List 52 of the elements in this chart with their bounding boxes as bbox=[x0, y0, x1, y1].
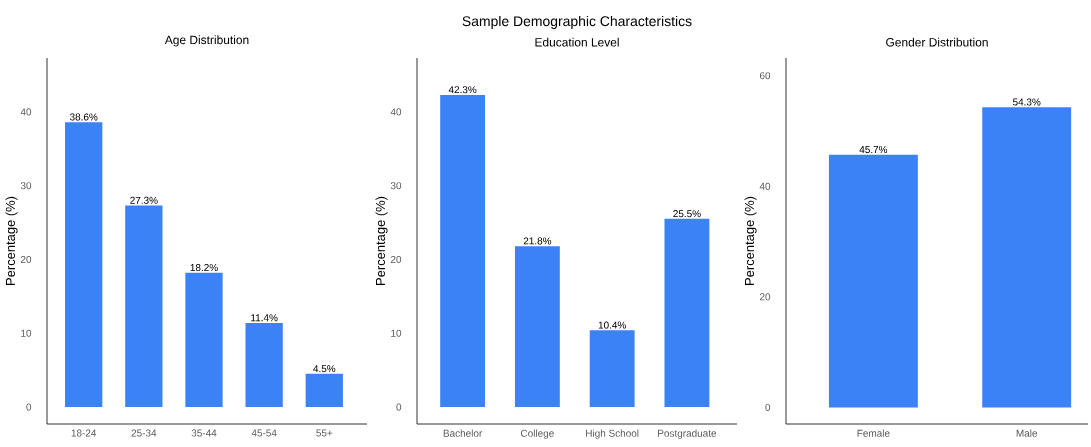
x-tick-label: Female bbox=[857, 429, 890, 437]
data-label: 54.3% bbox=[1012, 98, 1041, 106]
x-tick-label: 35-44 bbox=[191, 429, 217, 437]
x-tick-label: 25-34 bbox=[131, 429, 157, 437]
bar bbox=[589, 330, 635, 408]
x-tick-label: College bbox=[520, 429, 554, 439]
data-label: 42.3% bbox=[448, 86, 477, 94]
bar bbox=[440, 94, 486, 408]
bar bbox=[245, 322, 283, 408]
y-axis-title: Percentage (%) bbox=[5, 196, 18, 285]
x-tick-label: Postgraduate bbox=[658, 429, 717, 439]
y-tick-label: 0 bbox=[26, 403, 32, 411]
data-label: 38.6% bbox=[69, 113, 98, 121]
y-tick-label: 10 bbox=[391, 329, 402, 337]
y-tick-label: 0 bbox=[765, 403, 771, 411]
x-tick-label: Male bbox=[1016, 429, 1038, 437]
y-axis-title: Percentage (%) bbox=[375, 196, 388, 285]
x-tick-label: 18-24 bbox=[71, 429, 97, 437]
y-tick-label: 20 bbox=[759, 293, 771, 301]
x-tick-label: Bachelor bbox=[443, 429, 483, 437]
y-tick-label: 20 bbox=[390, 255, 402, 263]
data-label: 45.7% bbox=[859, 146, 888, 154]
y-tick-label: 10 bbox=[21, 329, 32, 337]
chart-subtitle: Gender Distribution bbox=[886, 37, 988, 47]
y-tick-label: 20 bbox=[20, 255, 32, 263]
data-label: 18.2% bbox=[190, 263, 218, 272]
chart-title: Sample Demographic Characteristics bbox=[462, 15, 692, 29]
y-tick-label: 40 bbox=[20, 108, 32, 116]
y-tick-label: 30 bbox=[20, 182, 32, 190]
bar bbox=[185, 272, 223, 408]
y-tick-label: 30 bbox=[390, 182, 402, 190]
y-tick-label: 0 bbox=[396, 403, 402, 411]
y-axis-title: Percentage (%) bbox=[744, 196, 757, 285]
data-label: 21.8% bbox=[523, 237, 552, 245]
y-tick-label: 40 bbox=[759, 182, 771, 190]
x-tick-label: High School bbox=[586, 429, 639, 439]
y-tick-label: 60 bbox=[759, 72, 771, 80]
data-label: 27.3% bbox=[130, 196, 158, 204]
x-tick-label: 55+ bbox=[316, 429, 333, 437]
chart-subtitle: Age Distribution bbox=[164, 35, 249, 47]
data-label: 4.5% bbox=[313, 365, 336, 373]
chart-subtitle: Education Level bbox=[535, 37, 619, 47]
y-tick-label: 40 bbox=[390, 108, 402, 116]
bar bbox=[65, 122, 103, 408]
bar bbox=[514, 246, 560, 408]
bar bbox=[125, 205, 163, 408]
x-tick-label: 45-54 bbox=[251, 429, 277, 437]
data-label: 10.4% bbox=[598, 321, 626, 329]
data-label: 25.5% bbox=[673, 210, 701, 218]
data-label: 11.4% bbox=[251, 314, 278, 322]
bar bbox=[664, 218, 710, 408]
bar bbox=[305, 373, 343, 408]
